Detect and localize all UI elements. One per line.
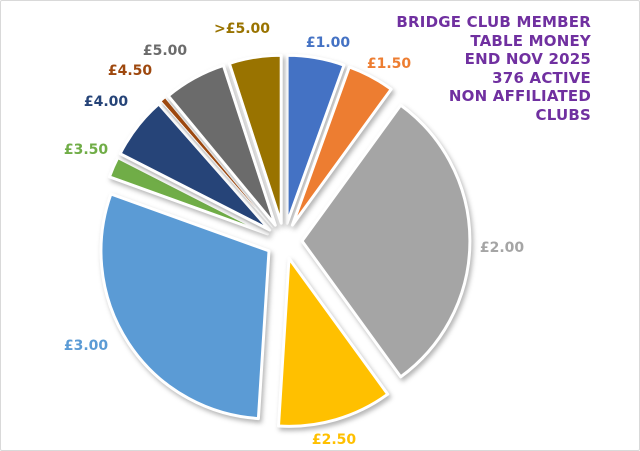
pie-label-£1.50: £1.50: [367, 56, 412, 72]
pie-label-£1.00: £1.00: [306, 35, 351, 51]
pie-label-£4.00: £4.00: [84, 94, 129, 110]
pie-label-£3.00: £3.00: [64, 338, 109, 354]
pie-label-£2.00: £2.00: [480, 240, 525, 256]
chart-title-line-4: 376 ACTIVE: [492, 68, 591, 87]
pie-slice-£4.00: [118, 102, 272, 232]
pie-slice-£4.50: [160, 97, 273, 228]
pie-slice-£1.50: [290, 65, 393, 227]
pie-slice-£2.00: [300, 103, 472, 379]
chart-title-line-2: TABLE MONEY: [470, 31, 591, 50]
pie-slice-£3.50: [107, 156, 269, 236]
chart-title: BRIDGE CLUB MEMBER TABLE MONEY END NOV 2…: [396, 13, 591, 124]
pie-slice->£5.00: [227, 53, 283, 225]
pie-slice-£2.50: [277, 256, 390, 428]
chart-title-line-6: CLUBS: [535, 105, 591, 124]
pie-label-£2.50: £2.50: [312, 432, 357, 448]
chart-title-line-1: BRIDGE CLUB MEMBER: [396, 13, 591, 31]
pie-slice-£5.00: [166, 63, 277, 227]
pie-label->£5.00: >£5.00: [214, 21, 270, 37]
pie-label-£4.50: £4.50: [108, 63, 153, 79]
pie-slice-£3.00: [99, 192, 271, 421]
pie-label-£5.00: £5.00: [143, 43, 188, 59]
chart-title-line-3: END NOV 2025: [464, 50, 591, 68]
pie-label-£3.50: £3.50: [64, 142, 109, 158]
pie-slice-£1.00: [285, 53, 346, 225]
chart-title-line-5: NON AFFILIATED: [448, 87, 591, 105]
